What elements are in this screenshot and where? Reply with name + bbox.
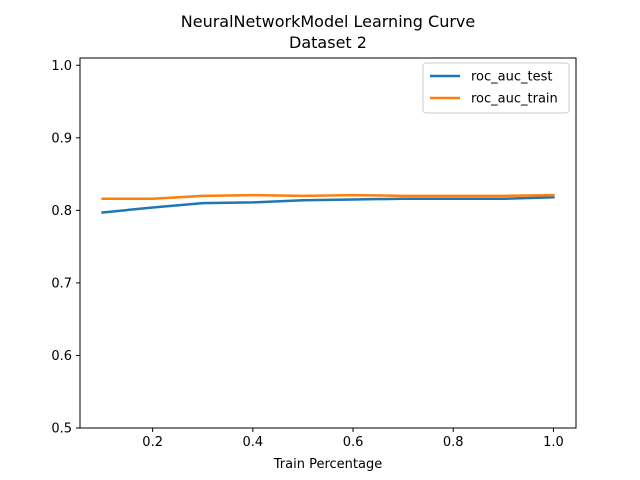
x-axis-label: Train Percentage (273, 457, 382, 472)
legend-label-roc-auc-test: roc_auc_test (471, 70, 552, 85)
y-tick-label: 0.7 (51, 276, 72, 291)
legend-label-roc-auc-train: roc_auc_train (471, 92, 558, 107)
y-tick-label: 1.0 (51, 59, 72, 74)
x-tick-label: 0.4 (243, 435, 264, 450)
y-tick-label: 0.9 (51, 131, 72, 146)
legend: roc_auc_test roc_auc_train (422, 62, 570, 114)
plot-area (80, 58, 576, 428)
x-tick-label: 0.8 (443, 435, 464, 450)
series-line-roc-auc-train (101, 193, 555, 200)
series-layer (101, 193, 555, 214)
x-tick-label: 0.2 (142, 435, 163, 450)
chart-subtitle: Dataset 2 (289, 33, 367, 52)
y-axis: 0.5 0.6 0.7 0.8 0.9 1.0 (51, 59, 80, 437)
plot-background (80, 58, 576, 428)
y-tick-label: 0.5 (51, 422, 72, 437)
x-axis: 0.2 0.4 0.6 0.8 1.0 (142, 428, 564, 450)
plot-frame (79, 57, 577, 429)
y-tick-label: 0.6 (51, 349, 72, 364)
series-line-roc-auc-test (101, 196, 555, 214)
x-tick-label: 1.0 (543, 435, 564, 450)
y-tick-label: 0.8 (51, 204, 72, 219)
chart-title: NeuralNetworkModel Learning Curve (181, 12, 475, 31)
x-tick-label: 0.6 (343, 435, 364, 450)
